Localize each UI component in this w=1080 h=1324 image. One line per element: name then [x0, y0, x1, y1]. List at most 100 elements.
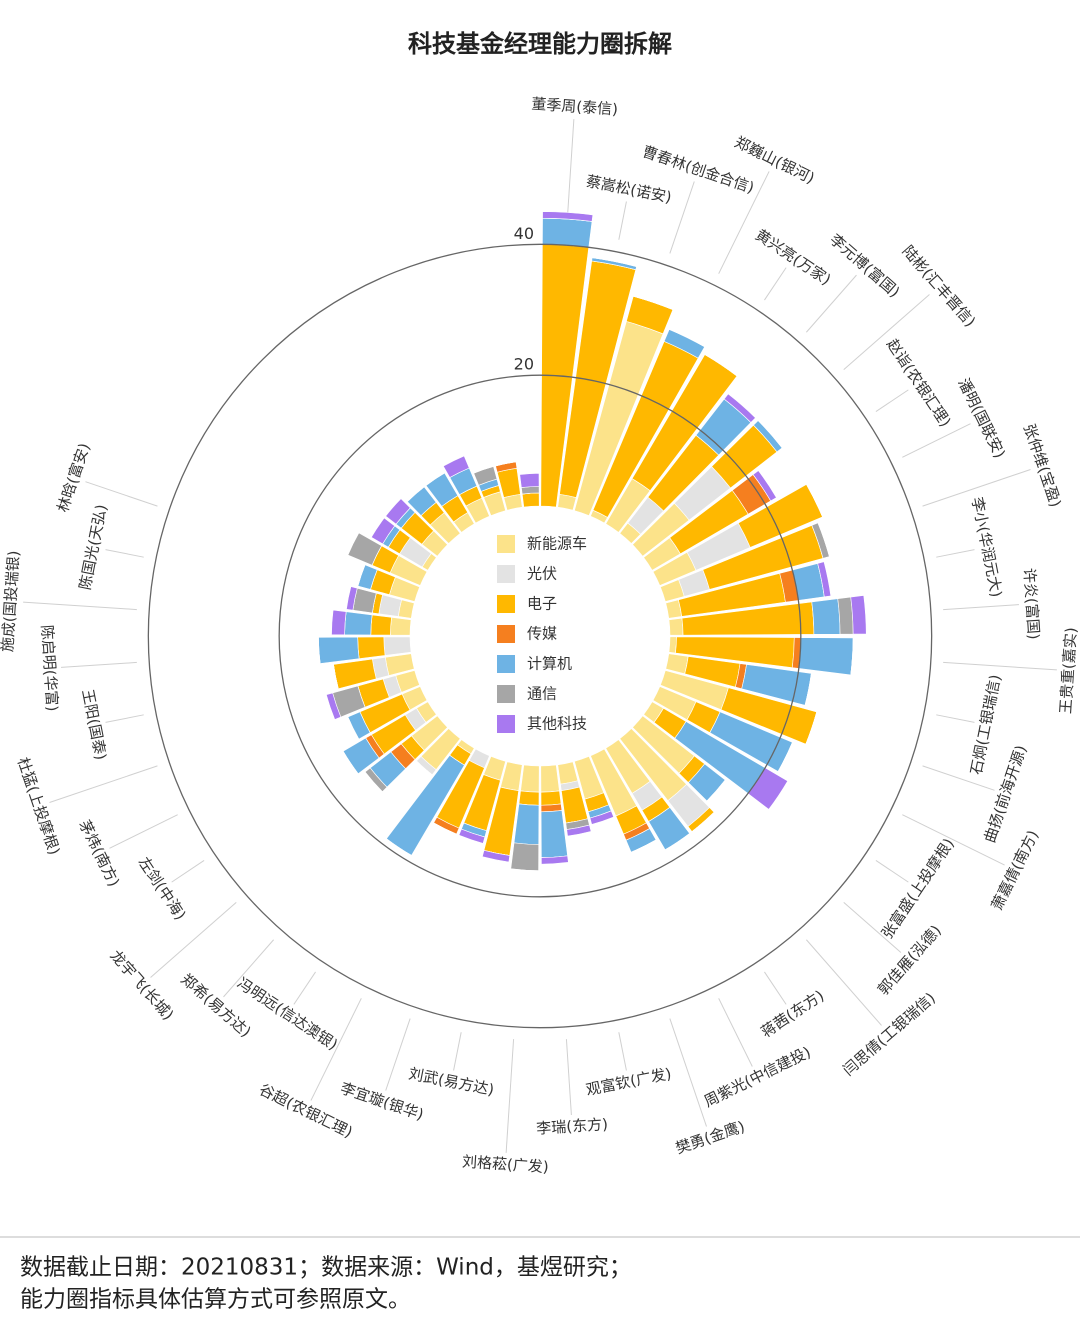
leader-line — [922, 765, 995, 791]
bar-segment — [592, 257, 637, 267]
legend-label: 电子 — [527, 595, 557, 613]
bar-segment — [521, 492, 540, 508]
legend-swatch — [497, 715, 515, 733]
leader-line — [618, 1032, 627, 1071]
bar-segment — [518, 790, 540, 806]
legend-label: 通信 — [527, 685, 557, 703]
legend-swatch — [497, 565, 515, 583]
bar-segment — [668, 617, 684, 636]
bar-segment — [850, 637, 854, 676]
bar-segment — [804, 673, 812, 706]
footnote: 数据截止日期：20210831；数据来源：Wind，基煜研究； — [20, 1255, 632, 1281]
category-label: 王贵重(嘉实) — [1057, 627, 1080, 715]
leader-line — [936, 714, 975, 723]
bar-segment — [817, 561, 832, 598]
bar-segment — [566, 824, 592, 837]
legend-label: 计算机 — [527, 655, 572, 673]
legend-swatch — [497, 625, 515, 643]
leader-line — [718, 998, 753, 1067]
leader-line — [505, 1039, 515, 1153]
leader-line — [902, 423, 971, 458]
bar-segment — [668, 636, 677, 654]
bar-segment — [850, 595, 867, 635]
category-label: 许炎(富国) — [1020, 567, 1043, 640]
leader-line — [922, 469, 1031, 507]
bar-segment — [540, 790, 562, 806]
legend-swatch — [497, 595, 515, 613]
leader-line — [85, 481, 158, 507]
leader-line — [875, 860, 909, 883]
legend-swatch — [497, 535, 515, 553]
leader-line — [902, 814, 1005, 866]
bar-segment — [805, 711, 818, 745]
bar-segment — [347, 716, 360, 740]
bar-segment — [752, 470, 777, 502]
bar-segment — [433, 822, 457, 835]
bar-segment — [346, 586, 358, 611]
category-label: 李瑞(东方) — [536, 1115, 609, 1138]
bar-segment — [723, 393, 756, 423]
category-label: 刘格菘(广发) — [462, 1153, 550, 1177]
leader-line — [718, 171, 770, 274]
leader-line — [453, 1032, 462, 1071]
bar-segment — [385, 498, 411, 525]
leader-line — [618, 201, 627, 240]
bar-segment — [495, 461, 517, 467]
y-tick-label: 40 — [514, 224, 534, 243]
leader-line — [943, 604, 1020, 611]
bar-segment — [669, 329, 705, 348]
leader-line — [943, 661, 1057, 671]
grid-circle — [278, 374, 802, 898]
bar-segment — [589, 810, 615, 825]
legend-label: 新能源车 — [527, 535, 587, 553]
bar-segment — [357, 636, 386, 660]
bar-segment — [519, 472, 540, 488]
bar-segment — [757, 420, 783, 449]
leader-line — [669, 1018, 707, 1127]
bar-segment — [540, 764, 560, 793]
bar-segment — [442, 455, 470, 478]
bar-segment — [631, 839, 657, 853]
leader-line — [150, 901, 237, 978]
bar-segment — [318, 637, 321, 664]
leader-line — [105, 714, 144, 723]
legend-label: 传媒 — [527, 625, 557, 643]
leader-line — [105, 549, 144, 558]
bar-segment — [806, 484, 823, 518]
bar-segment — [510, 868, 539, 871]
bar-segment — [481, 850, 511, 863]
leader-line — [293, 971, 316, 1005]
grid-circle — [147, 243, 933, 1029]
bar-segment — [390, 617, 412, 636]
bar-segment — [811, 598, 841, 635]
bar-segment — [357, 564, 366, 587]
leader-line — [171, 860, 205, 883]
bar-segment — [510, 842, 540, 871]
legend-swatch — [497, 685, 515, 703]
bar-segment — [837, 596, 854, 635]
legend-label: 光伏 — [527, 565, 557, 583]
category-label: 董季周(泰信) — [531, 95, 619, 119]
bar-segment — [407, 486, 425, 502]
bar-segment — [325, 692, 342, 720]
leader-line — [223, 939, 275, 998]
bar-segment — [333, 664, 339, 689]
leader-line — [669, 181, 695, 254]
bar-segment — [331, 609, 347, 636]
bar-segment — [370, 614, 392, 636]
leader-line — [805, 274, 857, 333]
leader-line — [49, 765, 158, 803]
bar-segment — [458, 828, 486, 844]
y-tick-label: 20 — [514, 355, 534, 374]
leader-line — [310, 998, 362, 1101]
bar-segment — [542, 211, 594, 222]
footnote: 能力圈指标具体估算方式可参照原文。 — [20, 1287, 411, 1313]
leader-line — [936, 549, 975, 558]
bar-segment — [473, 466, 494, 474]
leader-line — [764, 971, 787, 1005]
category-label: 陈启明(华富) — [38, 624, 62, 712]
legend-label: 其他科技 — [527, 715, 587, 733]
leader-line — [875, 389, 909, 412]
